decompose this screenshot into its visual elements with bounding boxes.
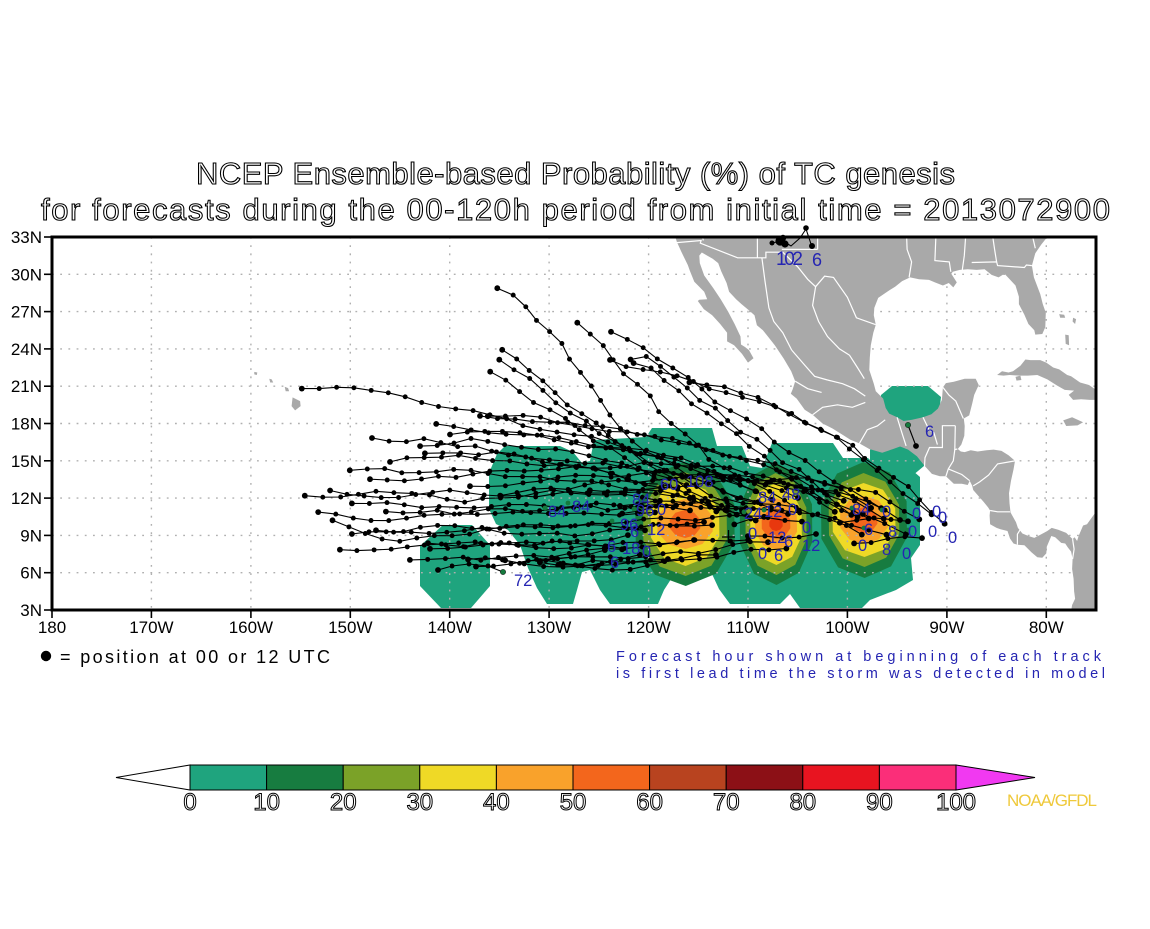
svg-text:0: 0 <box>758 545 767 563</box>
svg-text:110W: 110W <box>726 618 769 637</box>
svg-text:100: 100 <box>936 789 976 816</box>
svg-text:0: 0 <box>788 501 797 519</box>
svg-text:0: 0 <box>902 545 911 563</box>
svg-text:80: 80 <box>789 789 816 816</box>
svg-text:40: 40 <box>483 789 510 816</box>
svg-text:0: 0 <box>858 537 867 555</box>
svg-text:24N: 24N <box>11 340 42 359</box>
svg-text:12: 12 <box>647 521 665 539</box>
svg-text:6: 6 <box>610 554 619 572</box>
svg-text:84: 84 <box>758 489 776 507</box>
svg-text:50: 50 <box>560 789 587 816</box>
svg-text:80W: 80W <box>1029 618 1064 637</box>
svg-text:160W: 160W <box>229 618 273 637</box>
svg-text:84: 84 <box>572 498 590 516</box>
svg-text:20: 20 <box>330 789 357 816</box>
svg-text:84: 84 <box>548 503 566 521</box>
svg-text:30: 30 <box>406 789 433 816</box>
svg-text:NOAA/GFDL: NOAA/GFDL <box>1007 791 1097 810</box>
svg-text:150W: 150W <box>328 618 372 637</box>
svg-text:120W: 120W <box>626 618 670 637</box>
svg-text:140W: 140W <box>427 618 471 637</box>
svg-text:12: 12 <box>764 503 782 521</box>
svg-text:18N: 18N <box>11 415 42 434</box>
svg-text:12: 12 <box>802 537 820 555</box>
svg-text:48: 48 <box>782 486 800 504</box>
svg-text:for forecasts during the 00-12: for forecasts during the 00-120h period … <box>41 192 1110 227</box>
svg-text:90: 90 <box>866 789 893 816</box>
svg-text:15N: 15N <box>11 452 42 471</box>
svg-text:90W: 90W <box>929 618 964 637</box>
svg-text:0: 0 <box>908 523 917 541</box>
svg-text:72: 72 <box>514 572 532 590</box>
svg-text:8: 8 <box>882 541 891 559</box>
svg-text:0: 0 <box>938 509 947 527</box>
svg-text:0: 0 <box>928 523 937 541</box>
svg-text:0: 0 <box>948 529 957 547</box>
svg-text:96: 96 <box>636 502 654 520</box>
svg-text:170W: 170W <box>129 618 173 637</box>
svg-text:6: 6 <box>784 533 793 551</box>
svg-text:100W: 100W <box>825 618 869 637</box>
svg-text:6: 6 <box>812 250 822 270</box>
svg-text:NCEP Ensemble-based Probabilit: NCEP Ensemble-based Probability (%) of T… <box>196 156 955 191</box>
svg-text:84: 84 <box>852 501 870 519</box>
svg-text:21N: 21N <box>11 377 42 396</box>
svg-text:6: 6 <box>925 423 934 441</box>
svg-text:102: 102 <box>776 249 803 270</box>
svg-text:130W: 130W <box>527 618 571 637</box>
svg-text:6: 6 <box>607 538 616 556</box>
svg-text:84: 84 <box>632 491 650 509</box>
svg-text:96: 96 <box>620 516 638 534</box>
svg-text:8: 8 <box>888 523 897 541</box>
svg-text:108: 108 <box>686 473 714 491</box>
svg-text:0: 0 <box>657 501 666 519</box>
svg-text:0: 0 <box>882 503 891 521</box>
svg-text:0: 0 <box>912 505 921 523</box>
svg-text:0: 0 <box>642 543 651 561</box>
svg-text:6: 6 <box>774 547 783 565</box>
svg-text:70: 70 <box>713 789 740 816</box>
svg-text:24: 24 <box>744 505 762 523</box>
svg-text:0: 0 <box>748 525 757 543</box>
svg-text:0: 0 <box>932 503 941 521</box>
svg-text:60: 60 <box>660 476 678 494</box>
svg-text:0: 0 <box>183 789 196 816</box>
svg-text:6: 6 <box>630 523 639 541</box>
svg-text:33N: 33N <box>11 228 42 247</box>
svg-text:180: 180 <box>38 618 66 637</box>
svg-text:12: 12 <box>768 529 786 547</box>
svg-text:60: 60 <box>636 789 663 816</box>
svg-text:= position at 00 or 12 UTC: = position at 00 or 12 UTC <box>60 647 330 667</box>
svg-text:30N: 30N <box>11 265 42 284</box>
svg-text:10: 10 <box>253 789 280 816</box>
svg-text:3N: 3N <box>20 601 42 620</box>
svg-text:27N: 27N <box>11 303 42 322</box>
svg-text:12N: 12N <box>11 489 42 508</box>
svg-text:18: 18 <box>622 540 640 558</box>
svg-text:0: 0 <box>802 519 811 537</box>
svg-text:6: 6 <box>864 521 873 539</box>
svg-text:9N: 9N <box>20 526 42 545</box>
svg-text:is first lead time the storm w: is first lead time the storm was detecte… <box>616 666 1105 682</box>
svg-text:6N: 6N <box>20 564 42 583</box>
svg-text:Forecast hour shown at beginni: Forecast hour shown at beginning of each… <box>616 649 1102 665</box>
